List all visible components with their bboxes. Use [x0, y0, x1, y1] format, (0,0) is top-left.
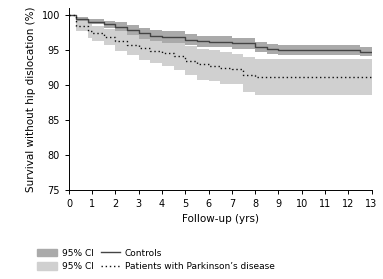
Y-axis label: Survival without hip dislocation (%): Survival without hip dislocation (%): [26, 6, 36, 192]
X-axis label: Follow-up (yrs): Follow-up (yrs): [182, 214, 259, 224]
Legend: 95% CI, 95% CI, Controls, Patients with Parkinson’s disease: 95% CI, 95% CI, Controls, Patients with …: [37, 249, 275, 271]
